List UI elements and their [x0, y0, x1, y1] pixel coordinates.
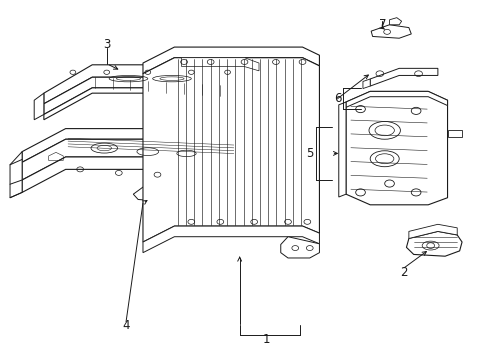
Polygon shape	[408, 224, 456, 238]
Polygon shape	[406, 231, 461, 256]
Polygon shape	[362, 79, 369, 89]
Polygon shape	[34, 93, 44, 120]
Polygon shape	[370, 25, 410, 38]
Polygon shape	[389, 18, 401, 25]
Polygon shape	[44, 65, 249, 104]
Polygon shape	[22, 139, 251, 180]
Polygon shape	[181, 58, 259, 71]
Text: 2: 2	[400, 266, 407, 279]
Polygon shape	[346, 91, 447, 205]
Polygon shape	[338, 102, 346, 197]
Polygon shape	[142, 47, 319, 74]
Text: 3: 3	[103, 38, 110, 51]
Text: 1: 1	[262, 333, 269, 346]
Polygon shape	[22, 129, 251, 162]
Polygon shape	[142, 226, 319, 253]
Polygon shape	[369, 68, 437, 86]
Text: 6: 6	[333, 92, 341, 105]
Polygon shape	[280, 237, 319, 258]
Polygon shape	[447, 130, 461, 138]
Polygon shape	[142, 58, 319, 242]
Polygon shape	[44, 77, 249, 114]
Polygon shape	[22, 157, 251, 192]
Text: 5: 5	[305, 147, 313, 160]
Polygon shape	[10, 152, 22, 198]
Polygon shape	[346, 91, 447, 107]
Text: 4: 4	[122, 319, 129, 332]
Polygon shape	[44, 88, 249, 120]
Text: 7: 7	[378, 18, 385, 31]
Polygon shape	[133, 187, 172, 201]
